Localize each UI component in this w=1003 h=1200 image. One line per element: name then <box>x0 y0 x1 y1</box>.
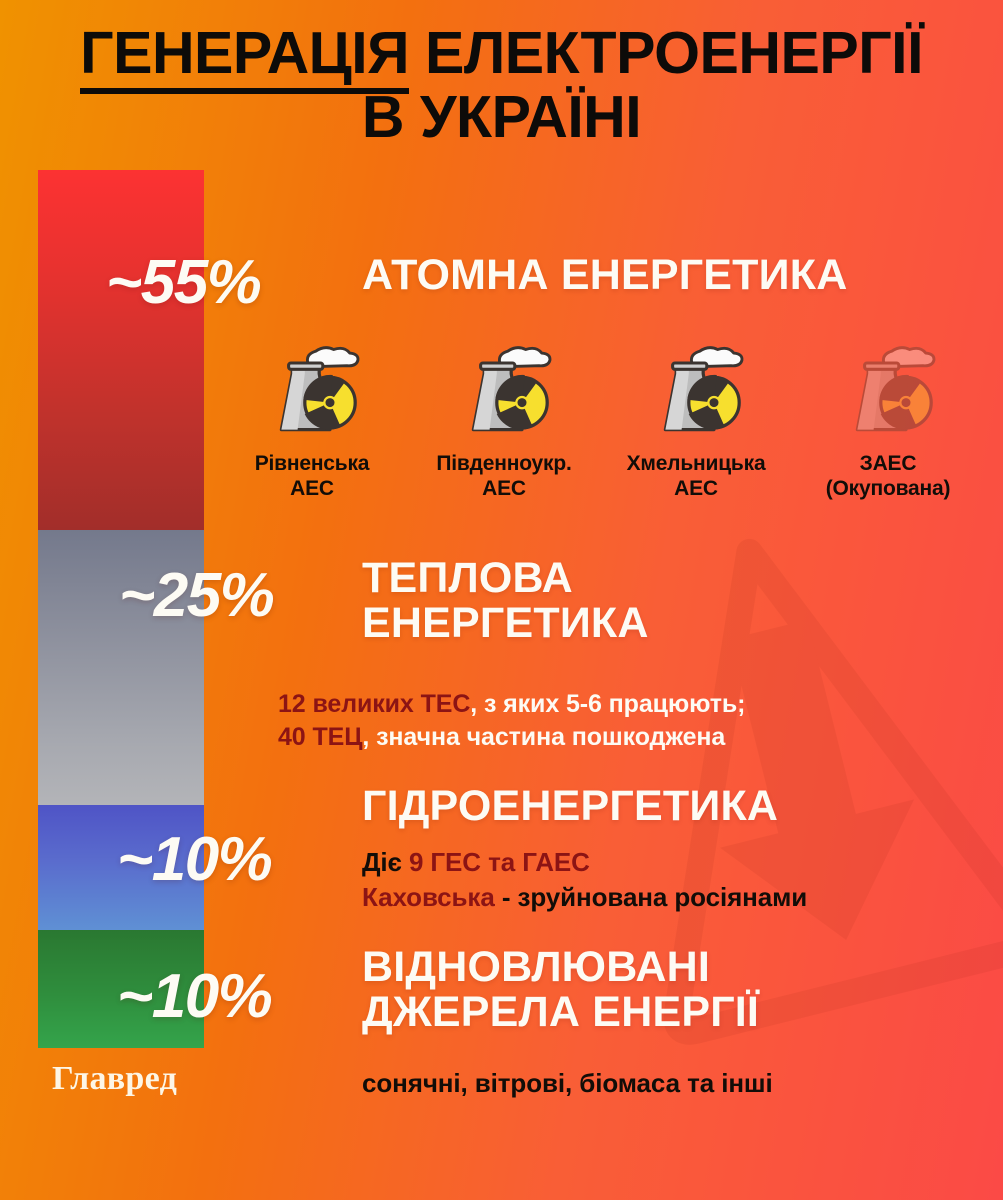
note-emphasis: 40 ТЕЦ <box>278 723 363 752</box>
nuclear-plant-icon <box>279 346 360 432</box>
title-rest: ЕЛЕКТРОЕНЕРГІЇ <box>409 20 923 86</box>
note-thermal: 12 великих ТЕС, з яких 5-6 працюють; 40 … <box>278 688 746 755</box>
note-renewable-line-1: сонячні, вітрові, біомаса та інші <box>362 1068 773 1098</box>
note-emphasis: 12 великих ТЕС <box>278 690 471 718</box>
plant-name-line-2: АЕС <box>290 476 334 500</box>
plant-label: ЗАЕС (Окупована) <box>826 452 951 502</box>
percent-label-hydro: ~10% <box>117 825 273 894</box>
note-emphasis: Каховська <box>362 881 495 912</box>
brand-logo-text: Главред <box>52 1060 178 1097</box>
plant-item-pivdennoukrainsk: Південноукр. АЕС <box>408 336 600 502</box>
section-heading-renewable: ВІДНОВЛЮВАНІ ДЖЕРЕЛА ЕНЕРГІЇ <box>362 945 759 1034</box>
plant-name-line-2: (Окупована) <box>825 476 951 500</box>
percent-label-renewable: ~10% <box>117 962 273 1031</box>
note-body: - зруйнована росіянами <box>494 881 808 912</box>
nuclear-plant-icon <box>471 346 552 432</box>
plant-label: Рівненська АЕС <box>255 452 370 502</box>
heading-line: АТОМНА ЕНЕРГЕТИКА <box>362 251 848 299</box>
note-body: , з яких 5-6 працюють; <box>470 690 746 718</box>
page-title: ГЕНЕРАЦІЯ ЕЛЕКТРОЕНЕРГІЇ В УКРАЇНІ <box>0 20 1003 150</box>
note-thermal-line-2: 40 ТЕЦ, значна частина пошкоджена <box>278 721 745 754</box>
heading-line: ЕНЕРГЕТИКА <box>362 598 649 647</box>
note-hydro-line-1: Діє 9 ГЕС та ГАЕС <box>362 845 807 880</box>
heading-line: ВІДНОВЛЮВАНІ <box>362 943 710 991</box>
section-heading-hydro: ГІДРОЕНЕРГЕТИКА <box>362 784 778 829</box>
section-heading-thermal: ТЕПЛОВА ЕНЕРГЕТИКА <box>362 556 649 645</box>
heading-line: ГІДРОЕНЕРГЕТИКА <box>362 782 779 830</box>
nuclear-plant-icon <box>663 346 744 432</box>
plant-name-line-1: Південноукр. <box>436 452 572 475</box>
plant-name-line-2: АЕС <box>482 476 526 500</box>
bar-segment-nuclear <box>38 170 204 530</box>
plant-name-line-1: Рівненська <box>254 452 370 475</box>
note-body: , значна частина пошкоджена <box>362 723 726 752</box>
section-heading-nuclear: АТОМНА ЕНЕРГЕТИКА <box>362 253 847 298</box>
bar-segment-hydro <box>38 805 204 930</box>
plant-item-zaporizhzhia-occupied: ЗАЕС (Окупована) <box>792 336 984 502</box>
title-line-2: В УКРАЇНІ <box>361 83 642 150</box>
bar-segment-thermal <box>38 530 204 805</box>
note-emphasis: 9 ГЕС та ГАЕС <box>408 847 590 877</box>
note-renewable: сонячні, вітрові, біомаса та інші <box>362 1066 773 1101</box>
percent-label-nuclear: ~55% <box>106 248 262 317</box>
nuclear-plant-icon-occupied <box>855 346 936 432</box>
heading-line: ДЖЕРЕЛА ЕНЕРГІЇ <box>362 987 759 1036</box>
bar-segment-renewable <box>38 930 204 1048</box>
note-thermal-line-1: 12 великих ТЕС, з яких 5-6 працюють; <box>278 688 746 721</box>
nuclear-plants-list: Рівненська АЕС Південноукр. АЕС <box>216 336 986 502</box>
plant-item-rivne: Рівненська АЕС <box>216 336 408 502</box>
plant-label: Південноукр. АЕС <box>436 452 571 502</box>
note-body: Діє <box>362 847 409 877</box>
plant-name-line-1: Хмельницька <box>626 452 766 475</box>
plant-label: Хмельницька АЕС <box>627 452 766 502</box>
plant-item-khmelnytskyi: Хмельницька АЕС <box>600 336 792 502</box>
plant-name-line-2: АЕС <box>674 476 718 500</box>
title-underlined-word: ГЕНЕРАЦІЯ <box>80 20 410 94</box>
note-hydro-line-2: Каховська - зруйнована росіянами <box>362 880 807 915</box>
plant-name-line-1: ЗАЕС <box>859 452 917 475</box>
note-hydro: Діє 9 ГЕС та ГАЕС Каховська - зруйнована… <box>362 845 807 914</box>
percent-label-thermal: ~25% <box>119 561 275 630</box>
heading-line: ТЕПЛОВА <box>362 554 573 602</box>
